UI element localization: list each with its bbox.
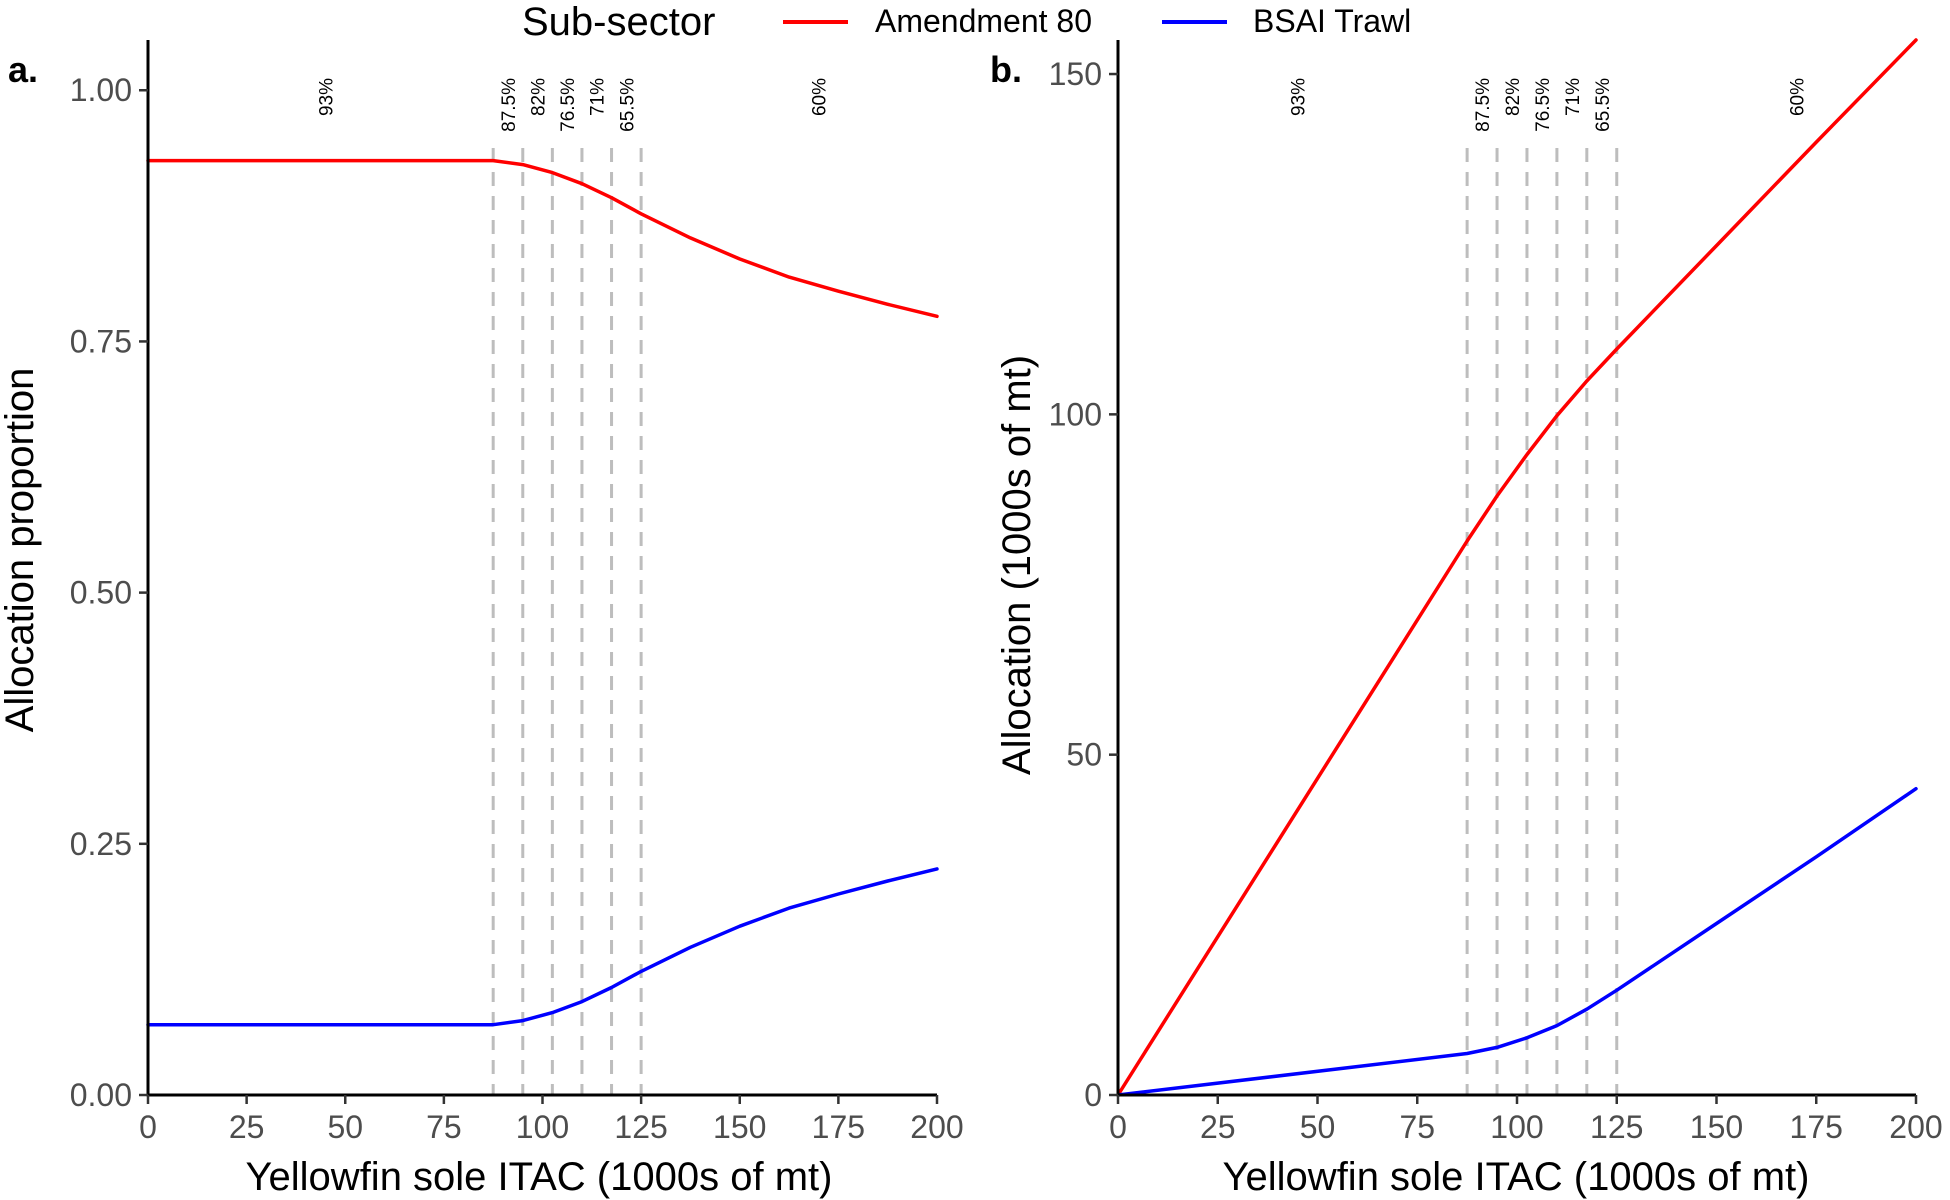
y-tick-label-b-150: 150 xyxy=(1049,56,1102,92)
panel-tag-b: b. xyxy=(990,49,1022,90)
regime-label-b-71: 71% xyxy=(1563,78,1584,116)
x-tick-label-a-75: 75 xyxy=(426,1109,462,1145)
x-tick-label-b-175: 175 xyxy=(1790,1109,1843,1145)
x-tick-label-b-25: 25 xyxy=(1200,1109,1236,1145)
series-line-b-bsai-trawl xyxy=(1116,786,1918,1097)
regime-label-a-65-5: 65.5% xyxy=(617,78,638,132)
x-axis-title-b: Yellowfin sole ITAC (1000s of mt) xyxy=(1223,1155,1810,1199)
regime-label-b-82: 82% xyxy=(1503,78,1524,116)
regime-label-b-93: 93% xyxy=(1289,78,1310,116)
regime-label-a-93: 93% xyxy=(317,78,338,116)
legend-label-amendment-80: Amendment 80 xyxy=(875,3,1092,39)
regime-label-b-60: 60% xyxy=(1787,78,1808,116)
regime-label-b-87-5: 87.5% xyxy=(1473,78,1494,132)
x-tick-label-b-75: 75 xyxy=(1399,1109,1435,1145)
y-tick-label-b-50: 50 xyxy=(1066,737,1102,773)
x-tick-label-a-200: 200 xyxy=(910,1109,963,1145)
x-tick-label-b-0: 0 xyxy=(1109,1109,1127,1145)
regime-label-b-65-5: 65.5% xyxy=(1593,78,1614,132)
panel-tag-a: a. xyxy=(8,49,38,90)
x-tick-label-b-200: 200 xyxy=(1889,1109,1942,1145)
panel-a: a. 93% 87.5% 82% 76.5% 71% 65.5% 60% 0 25 50 75 10… xyxy=(0,40,964,1199)
x-tick-label-a-100: 100 xyxy=(516,1109,569,1145)
x-tick-label-b-100: 100 xyxy=(1490,1109,1543,1145)
x-tick-label-a-0: 0 xyxy=(139,1109,157,1145)
y-tick-label-a-0-75: 0.75 xyxy=(70,323,132,359)
regime-label-a-87-5: 87.5% xyxy=(499,78,520,132)
x-tick-label-b-125: 125 xyxy=(1590,1109,1643,1145)
series-line-a-bsai-trawl xyxy=(146,867,939,1027)
y-tick-label-b-100: 100 xyxy=(1049,396,1102,432)
y-axis-title-a: Allocation proportion xyxy=(0,368,42,733)
x-tick-label-a-150: 150 xyxy=(713,1109,766,1145)
legend: Sub-sector Amendment 80 BSAI Trawl xyxy=(522,0,1411,44)
legend-label-bsai-trawl: BSAI Trawl xyxy=(1253,3,1411,39)
x-tick-label-b-150: 150 xyxy=(1690,1109,1743,1145)
y-axis-title-b: Allocation (1000s of mt) xyxy=(995,355,1039,775)
regime-label-a-82: 82% xyxy=(529,78,550,116)
y-tick-label-b-0: 0 xyxy=(1084,1077,1102,1113)
legend-title: Sub-sector xyxy=(522,0,715,44)
x-tick-label-a-50: 50 xyxy=(327,1109,363,1145)
panel-b: b. 93% 87.5% 82% 76.5% 71% 65.5% 60% 0 25 50 75 10… xyxy=(990,38,1943,1199)
y-tick-label-a-0-25: 0.25 xyxy=(70,826,132,862)
x-axis-title-a: Yellowfin sole ITAC (1000s of mt) xyxy=(246,1155,833,1199)
y-tick-label-a-0-50: 0.50 xyxy=(70,575,132,611)
series-line-b-amendment-80 xyxy=(1116,38,1918,1097)
regime-label-a-60: 60% xyxy=(810,78,831,116)
x-tick-label-b-50: 50 xyxy=(1300,1109,1336,1145)
y-tick-label-a-1-00: 1.00 xyxy=(70,72,132,108)
regime-label-a-76-5: 76.5% xyxy=(558,78,579,132)
x-tick-label-a-25: 25 xyxy=(229,1109,265,1145)
regime-label-a-71: 71% xyxy=(588,78,609,116)
series-line-a-amendment-80 xyxy=(146,158,939,319)
regime-label-b-76-5: 76.5% xyxy=(1533,78,1554,132)
x-tick-label-a-175: 175 xyxy=(812,1109,865,1145)
y-tick-label-a-0-00: 0.00 xyxy=(70,1077,132,1113)
x-tick-label-a-125: 125 xyxy=(614,1109,667,1145)
